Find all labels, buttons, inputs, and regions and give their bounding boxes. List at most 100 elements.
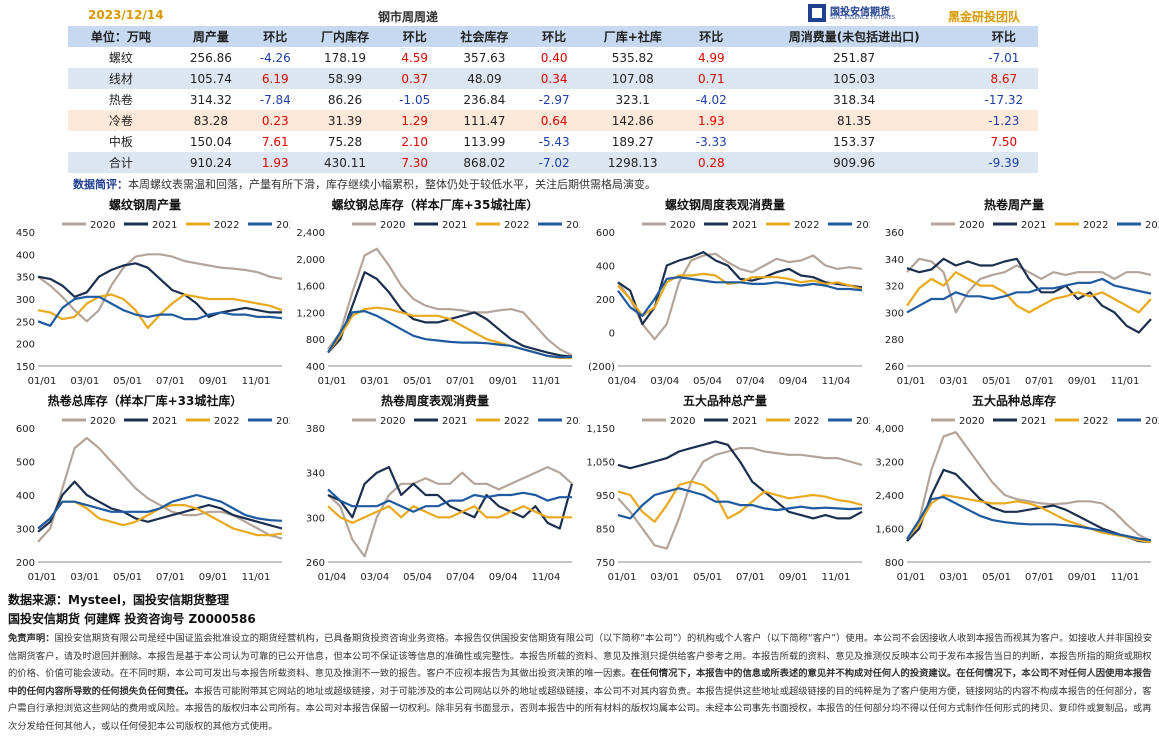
table-header-cell: 社会库存	[442, 26, 527, 47]
table-cell: 105.03	[738, 68, 970, 89]
table-cell: 357.63	[463, 50, 506, 65]
table-header-cell: 单位：万吨	[68, 26, 174, 47]
table-cell: 535.82	[611, 50, 654, 65]
legend-label: 2020	[670, 220, 695, 231]
y-tick-label: 600	[596, 228, 615, 239]
x-tick-label: 01/01	[897, 572, 926, 583]
chart-five-products-inventory: 五大品种总库存 2020 2021 2022 2023 4,000 3,200 2,400 1,…	[875, 393, 1159, 583]
y-tick-label: 340	[885, 255, 904, 266]
y-tick-label: 300	[16, 525, 35, 536]
table-header-cell: 周产量	[173, 26, 248, 47]
data-source: 数据来源：Mysteel，国投安信期货整理	[8, 593, 230, 607]
x-tick-label: 01/01	[28, 376, 57, 387]
chart-hrc-inventory: 热卷总库存（样本厂库+33城社库） 2020 2021 2022 2023 600 500 4…	[16, 393, 290, 583]
report-title: 钢市周周递	[378, 10, 439, 24]
table-header-cell: 厂内库存	[302, 26, 388, 47]
table-cell: 8.67	[969, 68, 1038, 89]
y-tick-label: 360	[885, 228, 904, 239]
y-tick-label: 1,200	[296, 308, 325, 319]
x-tick-label: 11/01	[1111, 572, 1140, 583]
x-tick-label: 09/01	[199, 376, 228, 387]
legend-label: 2023	[566, 416, 580, 427]
legend-label: 2020	[380, 416, 405, 427]
x-tick-label: 05/04	[693, 376, 722, 387]
x-tick-label: 11/04	[532, 572, 561, 583]
table-cell: -17.32	[984, 92, 1024, 107]
series-line-2020	[906, 431, 1152, 543]
series-line-2022	[617, 272, 863, 317]
table-cell: 909.96	[738, 152, 970, 173]
table-cell: 0.40	[540, 50, 568, 65]
legend-label: 2020	[380, 220, 405, 231]
y-tick-label: 400	[16, 491, 35, 502]
y-tick-label: 250	[16, 317, 35, 328]
series-line-2020	[617, 252, 863, 341]
y-tick-label: 2,000	[296, 255, 325, 266]
y-tick-label: 400	[306, 362, 325, 373]
x-tick-label: 11/01	[242, 376, 271, 387]
x-tick-label: 01/01	[318, 376, 347, 387]
x-tick-label: 11/04	[822, 376, 851, 387]
y-tick-label: 1,150	[586, 424, 615, 435]
x-tick-label: 05/01	[113, 572, 142, 583]
y-tick-label: 200	[16, 558, 35, 569]
x-tick-label: 09/01	[1068, 376, 1097, 387]
x-tick-label: 11/01	[532, 376, 561, 387]
y-tick-label: 300	[885, 308, 904, 319]
y-tick-label: 300	[16, 295, 35, 306]
chart-title: 热卷周度表观消费量	[381, 393, 489, 408]
logo-name-en: SDIC ESSENCE FUTURES	[830, 15, 896, 21]
series-line-2020	[327, 247, 573, 357]
table-cell: -7.01	[988, 50, 1020, 65]
x-tick-label: 07/04	[736, 376, 765, 387]
table-cell: 111.47	[442, 110, 527, 131]
y-tick-label: 600	[16, 424, 35, 435]
table-cell: 0.34	[526, 68, 582, 89]
y-tick-label: 400	[16, 250, 35, 261]
table-cell: 178.19	[323, 50, 366, 65]
table-cell: 150.04	[189, 134, 232, 149]
legend-label: 2023	[856, 220, 870, 231]
y-tick-label: 850	[596, 525, 615, 536]
series-line-2023	[906, 495, 1152, 542]
logo-name-cn: 国投安信期货	[830, 7, 890, 18]
legend-label: 2023	[276, 220, 290, 231]
x-tick-label: 11/01	[822, 572, 851, 583]
table-cell: -7.84	[259, 92, 291, 107]
legend-label: 2022	[214, 220, 239, 231]
chart-title: 螺纹钢周产量	[109, 197, 181, 212]
chart-rebar-inventory: 螺纹钢总库存（样本厂库+35城社库） 2020 2021 2022 2023 2,400 2…	[296, 197, 580, 387]
table-header-cell: 环比	[683, 26, 739, 47]
table-cell: 86.26	[327, 92, 363, 107]
table-cell: 105.74	[173, 68, 248, 89]
x-tick-label: 09/04	[779, 376, 808, 387]
legend-label: 2020	[959, 416, 984, 427]
x-tick-label: 09/01	[779, 572, 808, 583]
y-tick-label: 200	[16, 340, 35, 351]
x-tick-label: 05/01	[113, 376, 142, 387]
legend-label: 2023	[1145, 220, 1159, 231]
y-tick-label: 300	[306, 513, 325, 524]
table-cell: 2.10	[401, 134, 429, 149]
table-cell: 4.59	[401, 50, 429, 65]
y-tick-label: 2,400	[296, 228, 325, 239]
table-header-cell: 厂库+社库	[581, 26, 684, 47]
legend-label: 2020	[90, 416, 115, 427]
disclaimer-bold-text: 在任何情况下，本报告中的信息或所表述的意见并不构成对任何人的投资建议。在任何情况…	[8, 668, 1152, 697]
table-row: 热卷 314.32 -7.84 86.26 -1.05 236.84 -2.97 323.1 -…	[68, 89, 1038, 110]
y-tick-label: 2,400	[875, 491, 904, 502]
y-tick-label: 4,000	[875, 424, 904, 435]
table-header-cell: 环比	[526, 26, 582, 47]
table-cell: 0.71	[683, 68, 739, 89]
legend-label: 2021	[732, 416, 757, 427]
table-cell: 256.86	[189, 50, 232, 65]
y-tick-label: 800	[885, 558, 904, 569]
series-line-2023	[617, 487, 863, 520]
chart-title: 热卷总库存（样本厂库+33城社库）	[48, 393, 243, 408]
series-line-2021	[617, 440, 863, 520]
x-tick-label: 03/01	[939, 572, 968, 583]
table-cell: 1298.13	[581, 152, 684, 173]
x-tick-label: 03/01	[70, 572, 99, 583]
x-tick-label: 01/01	[28, 572, 57, 583]
legend-label: 2021	[732, 220, 757, 231]
